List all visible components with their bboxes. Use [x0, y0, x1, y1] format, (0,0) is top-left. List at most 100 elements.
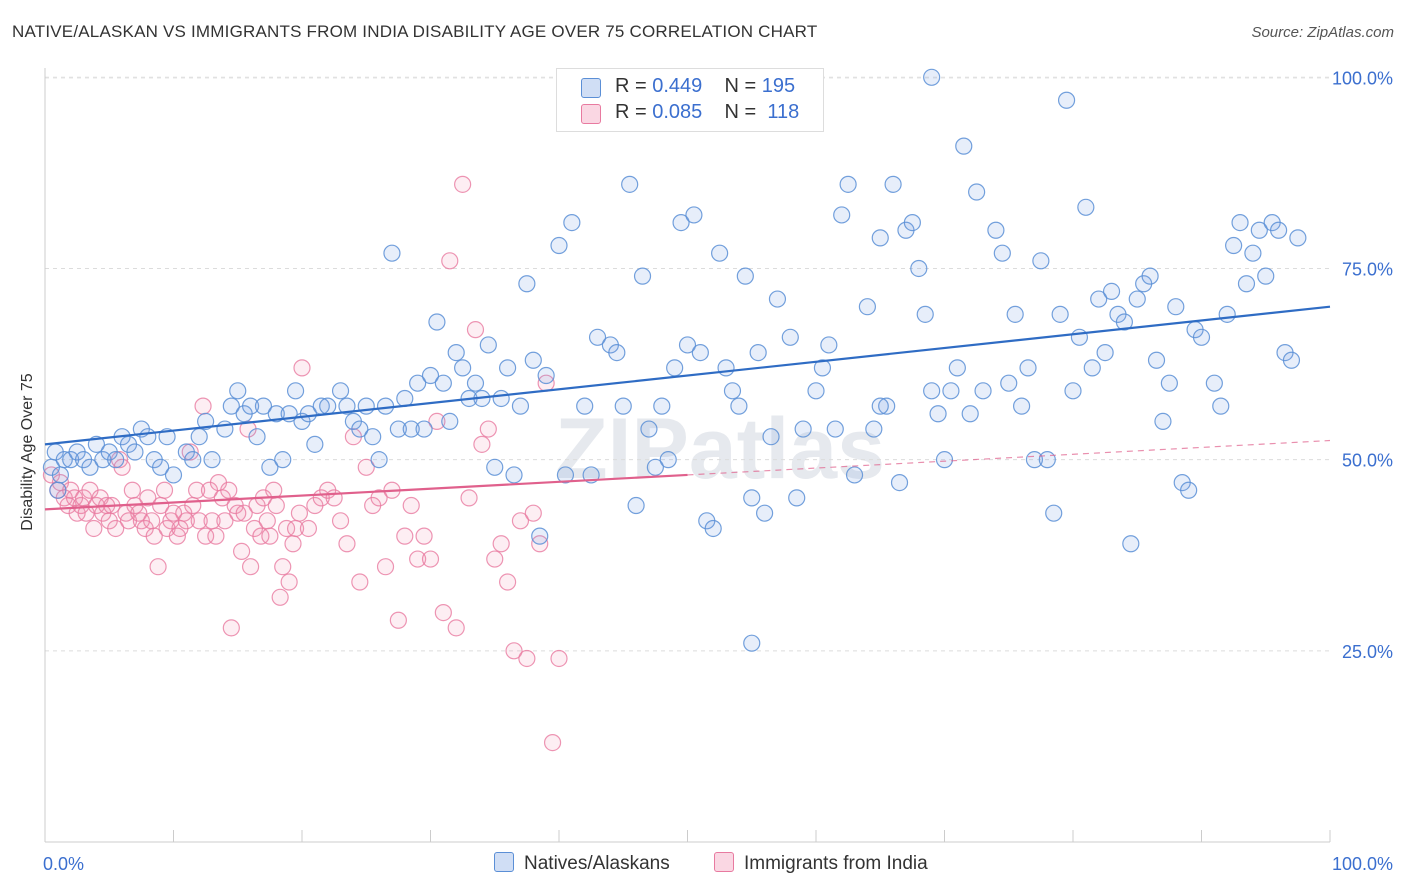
data-point-natives — [621, 175, 639, 193]
data-point-india — [222, 619, 240, 637]
x-tick-label-max: 100.0% — [1332, 854, 1393, 874]
legend-swatch-blue — [581, 78, 601, 98]
data-point-natives — [768, 290, 787, 308]
legend-item-india: Immigrants from India — [714, 852, 928, 875]
data-point-india — [402, 496, 420, 515]
data-point-natives — [1025, 451, 1044, 469]
data-point-natives — [1192, 328, 1211, 346]
data-point-natives — [588, 328, 607, 346]
data-point-natives — [299, 405, 318, 423]
data-point-natives — [441, 412, 459, 431]
data-point-natives — [871, 397, 889, 415]
data-point-india — [415, 527, 433, 545]
data-point-india — [258, 512, 276, 530]
data-point-india — [235, 504, 253, 522]
data-point-natives — [794, 420, 812, 438]
series-natives-alaskans — [42, 68, 1307, 652]
data-point-india — [338, 535, 356, 553]
source-label: Source: ZipAtlas.com — [1251, 24, 1394, 41]
data-point-natives — [511, 397, 530, 415]
data-point-natives — [640, 420, 658, 438]
data-point-india — [207, 527, 225, 545]
data-point-india — [409, 550, 427, 568]
data-point-natives — [865, 420, 883, 438]
data-point-natives — [479, 336, 497, 354]
data-point-natives — [1237, 275, 1256, 293]
data-point-natives — [916, 305, 934, 323]
data-point-natives — [499, 359, 517, 377]
trend-line-natives — [44, 305, 1331, 446]
data-point-natives — [396, 389, 414, 408]
data-point-natives — [659, 451, 677, 469]
data-point-india — [220, 481, 238, 499]
data-point-natives — [81, 458, 99, 476]
data-point-natives — [563, 213, 581, 232]
data-point-natives — [1154, 412, 1172, 431]
data-point-india — [473, 435, 491, 453]
data-point-natives — [286, 382, 305, 400]
legend-swatch-pink — [581, 104, 601, 124]
data-point-natives — [717, 359, 735, 377]
data-point-india — [177, 512, 195, 530]
data-point-india — [190, 512, 208, 530]
data-point-natives — [974, 382, 992, 400]
data-point-natives — [466, 374, 485, 392]
r-label: R = — [615, 101, 653, 123]
data-point-natives — [505, 466, 523, 484]
data-point-natives — [666, 359, 684, 377]
data-point-india — [499, 573, 517, 591]
data-point-natives — [1045, 504, 1063, 522]
data-point-india — [290, 504, 309, 522]
data-point-natives — [531, 527, 549, 545]
legend-swatch-blue — [494, 852, 514, 872]
data-point-natives — [968, 183, 986, 201]
data-point-india — [518, 649, 536, 668]
data-point-india — [389, 611, 407, 629]
data-point-india — [370, 489, 388, 507]
data-point-natives — [1141, 267, 1159, 285]
data-point-natives — [1269, 221, 1288, 239]
data-point-natives — [261, 458, 279, 476]
y-tick-label: 50.0% — [1342, 451, 1393, 471]
data-point-natives — [1167, 298, 1185, 316]
data-point-natives — [518, 275, 536, 293]
data-point-natives — [1244, 244, 1262, 262]
data-point-india — [441, 252, 459, 270]
data-point-natives — [762, 428, 780, 446]
data-point-india — [511, 512, 530, 530]
data-point-india — [466, 321, 485, 339]
data-point-india — [550, 649, 568, 668]
data-point-india — [351, 573, 369, 591]
data-point-natives — [1257, 267, 1275, 285]
data-point-natives — [704, 519, 722, 538]
data-point-natives — [1231, 213, 1249, 232]
data-point-natives — [428, 313, 446, 331]
data-point-natives — [723, 382, 742, 400]
data-point-natives — [338, 397, 356, 415]
data-point-natives — [633, 267, 652, 285]
data-point-india — [376, 558, 395, 576]
data-point-natives — [672, 213, 690, 232]
data-point-india — [85, 519, 103, 538]
data-point-india — [216, 512, 234, 530]
axis-labels: 25.0% 50.0% 75.0% 100.0% 0.0% 100.0% Disabilit… — [19, 68, 1393, 874]
data-point-india — [284, 535, 302, 553]
data-point-india — [325, 489, 343, 507]
data-point-natives — [107, 451, 125, 469]
data-point-natives — [807, 382, 825, 400]
data-point-india — [357, 458, 375, 476]
data-point-natives — [755, 504, 774, 522]
data-point-natives — [1289, 229, 1307, 247]
data-point-natives — [306, 435, 324, 453]
data-point-natives — [454, 359, 472, 377]
data-point-natives — [923, 68, 941, 86]
data-point-india — [274, 558, 292, 576]
data-point-natives — [376, 397, 395, 415]
data-point-india — [280, 573, 298, 591]
data-point-natives — [537, 366, 555, 385]
data-point-natives — [556, 466, 575, 484]
data-point-india — [139, 489, 157, 507]
data-point-natives — [1180, 481, 1198, 499]
correlation-legend: R = 0.449 N = 195 R = 0.085 N = 118 — [556, 68, 824, 132]
r-value-india: 0.085 — [652, 101, 703, 123]
